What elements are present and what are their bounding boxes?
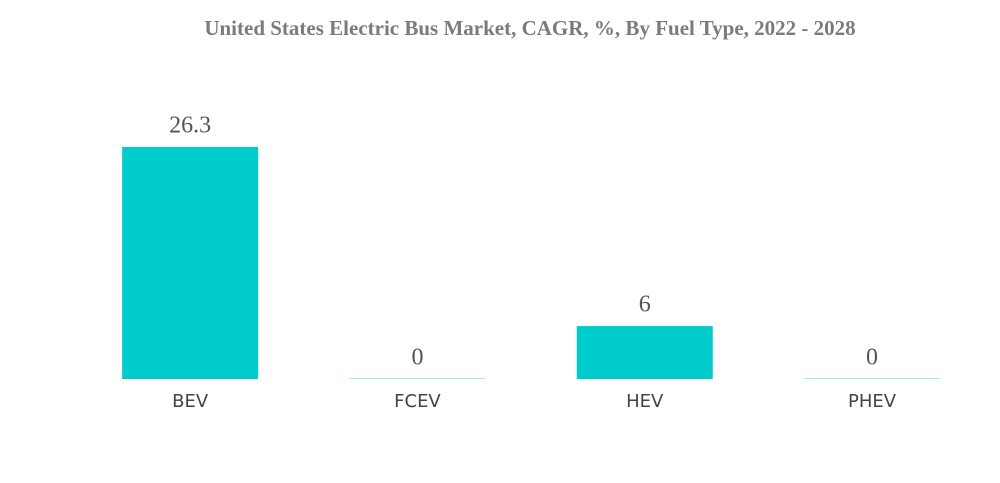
bar [576,326,713,379]
value-label: 6 [639,292,651,318]
value-label: 26.3 [169,113,211,139]
x-tick-label: PHEV [848,391,897,412]
x-tick-label: FCEV [394,391,441,412]
value-label: 0 [866,345,878,371]
value-label: 0 [411,345,423,371]
x-tick-label: HEV [626,391,664,412]
chart-title: United States Electric Bus Market, CAGR,… [204,16,855,40]
bar [804,378,941,379]
x-tick-label: BEV [172,391,209,412]
bar [349,378,486,379]
bar [122,147,259,379]
